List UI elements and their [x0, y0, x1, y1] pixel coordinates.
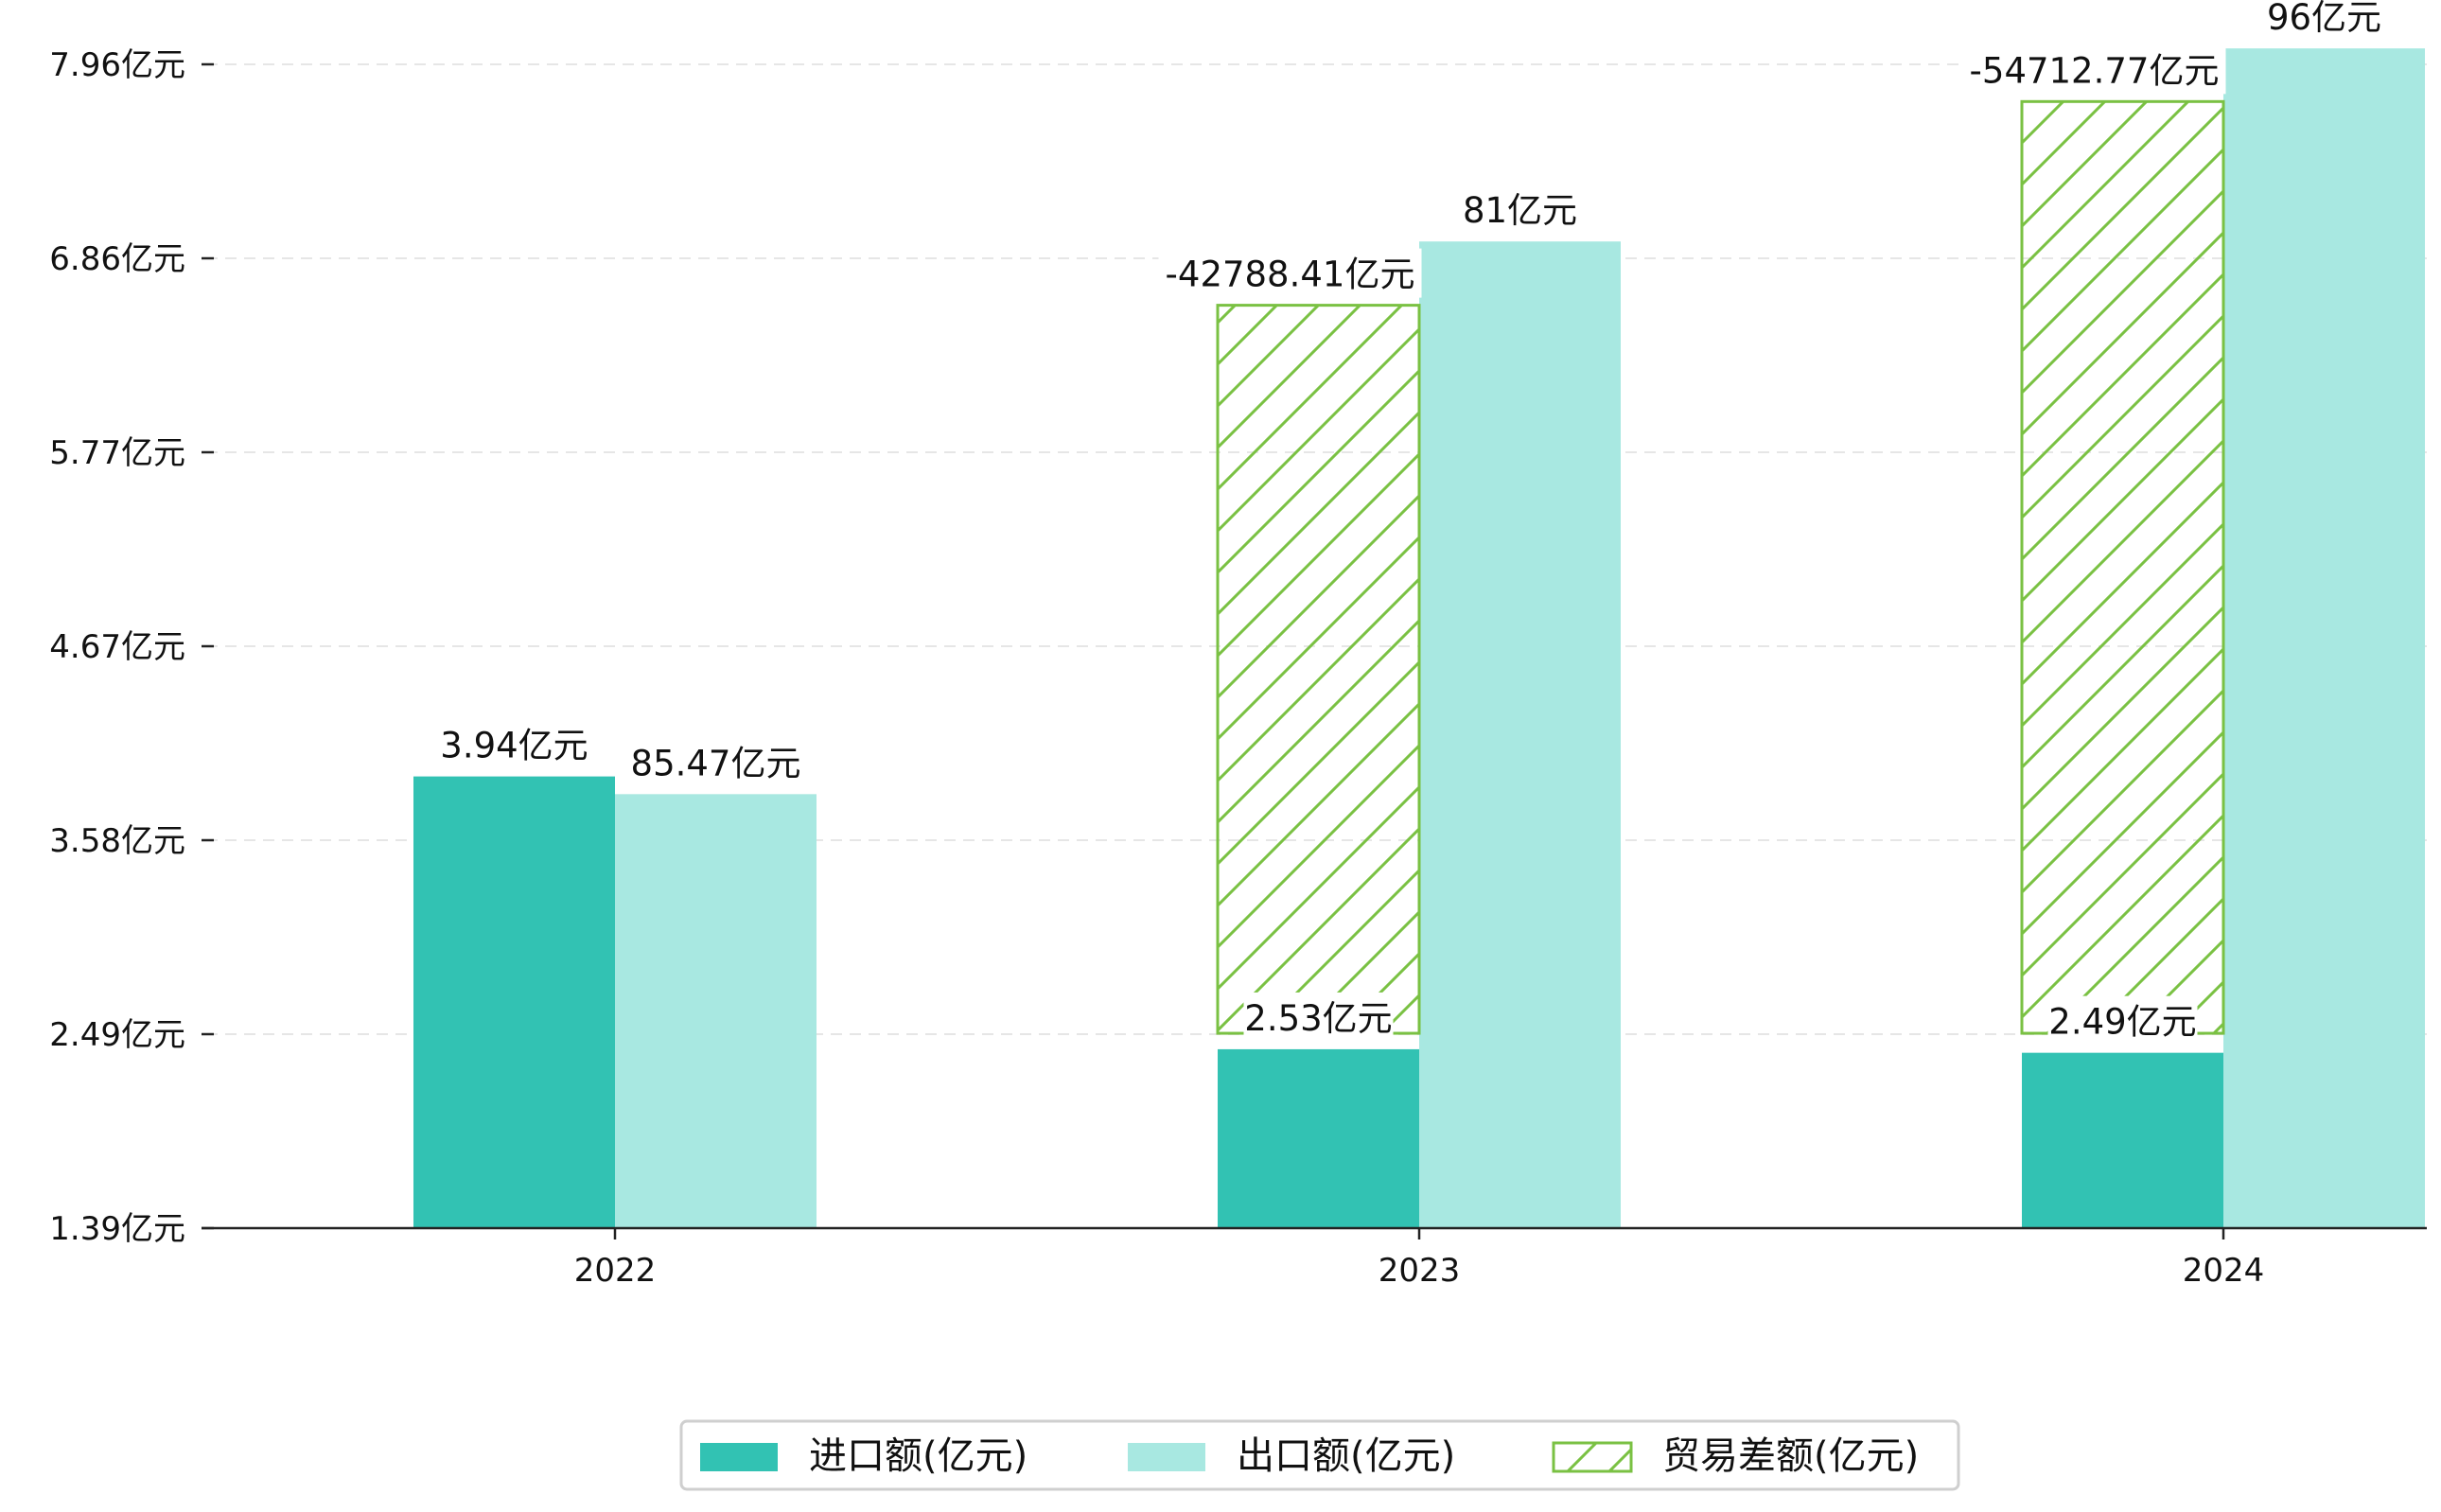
data-label-trade-balance-bg [1158, 248, 1422, 298]
data-label-trade-balance: -42788.41亿元 [1166, 255, 1415, 295]
x-tick-label: 2023 [1379, 1252, 1461, 1290]
data-label-trade-balance-group: -54712.77亿元 [1962, 44, 2226, 95]
bar-export [2223, 48, 2425, 1229]
x-tick-label: 2024 [2183, 1252, 2265, 1290]
data-label-export: 85.47亿元 [631, 743, 801, 783]
data-label-export-group: 85.47亿元 [629, 737, 802, 787]
y-tick-label: 4.67亿元 [49, 628, 185, 666]
y-tick-label: 6.86亿元 [49, 240, 185, 278]
legend-box [679, 1419, 1960, 1491]
data-label-import: 3.94亿元 [440, 726, 588, 766]
data-label-export: 81亿元 [1463, 190, 1577, 231]
data-label-export-group: 81亿元 [1463, 185, 1577, 235]
legend-swatch-trade-balance [1552, 1441, 1633, 1473]
data-labels-layer: 3.94亿元 85.47亿元 -42788.41亿元 2.53亿元 81亿元 -54712… [439, 0, 2381, 1046]
legend-swatch-import [700, 1443, 778, 1471]
data-label-import: 2.53亿元 [1244, 998, 1392, 1039]
bar-trade-balance [2020, 99, 2225, 1035]
bar-import [1218, 1048, 1419, 1228]
y-tick-label: 1.39亿元 [49, 1210, 185, 1248]
legend-swatch-export [1128, 1443, 1205, 1471]
legend-label: 出口额(亿元) [1237, 1434, 1455, 1478]
bar-trade-balance [1216, 304, 1421, 1035]
bar-import [413, 776, 615, 1228]
data-label-import-group: 2.53亿元 [1243, 992, 1394, 1042]
y-tick-label: 5.77亿元 [49, 434, 185, 472]
data-label-trade-balance: -54712.77亿元 [1970, 50, 2220, 91]
data-label-import-bg [1243, 992, 1394, 1042]
data-label-trade-balance-bg [1962, 44, 2226, 95]
legend-label: 进口额(亿元) [809, 1434, 1027, 1478]
data-label-import: 2.49亿元 [2048, 1002, 2196, 1043]
data-label-import-group: 2.49亿元 [2047, 995, 2198, 1046]
axis-layer: 1.39亿元 2.49亿元 3.58亿元 4.67亿元 5.77亿元 6.86亿元 7.96… [49, 46, 2427, 1290]
x-tick-label: 2022 [574, 1252, 657, 1290]
y-tick-label: 2.49亿元 [49, 1016, 185, 1054]
bar-import [2022, 1052, 2223, 1228]
bar-export [1419, 241, 1621, 1229]
y-tick-label: 3.58亿元 [49, 822, 185, 860]
data-label-trade-balance-group: -42788.41亿元 [1158, 248, 1422, 298]
data-label-export-bg [629, 737, 802, 787]
legend: 进口额(亿元) 出口额(亿元) 贸易差额(亿元) [679, 1419, 1960, 1491]
legend-label: 贸易差额(亿元) [1662, 1434, 1919, 1478]
bars-layer [413, 48, 2425, 1229]
data-label-import-bg [2047, 995, 2198, 1046]
bar-export [615, 794, 817, 1228]
data-label-export-group: 96亿元 [2267, 0, 2381, 42]
data-label-export: 96亿元 [2267, 0, 2381, 38]
data-label-import-group: 3.94亿元 [439, 719, 589, 769]
data-label-export-bg [1467, 185, 1572, 235]
y-tick-label: 7.96亿元 [49, 46, 185, 84]
data-label-export-bg [2272, 0, 2377, 42]
data-label-import-bg [439, 719, 589, 769]
